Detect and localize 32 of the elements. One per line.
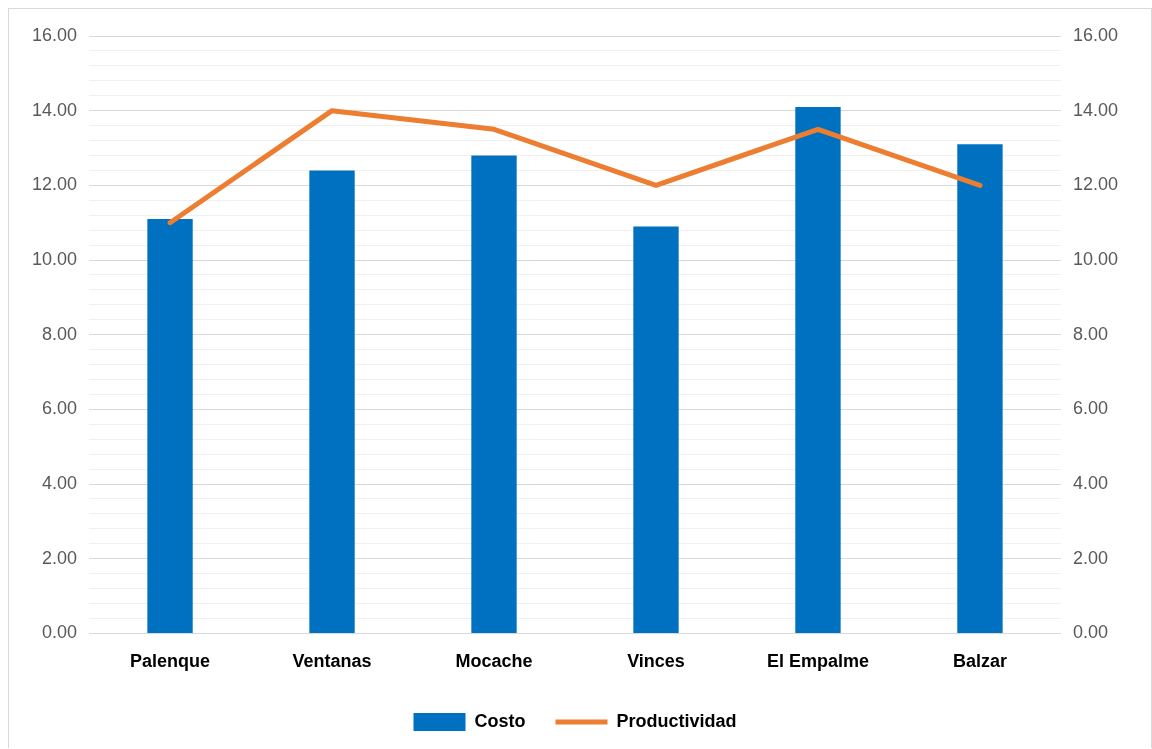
bar <box>633 226 679 633</box>
bar <box>471 155 517 633</box>
y2-tick-label: 6.00 <box>1072 398 1108 419</box>
y-tick-label: 6.00 <box>42 398 78 419</box>
bar <box>957 144 1003 633</box>
y2-tick-label: 4.00 <box>1072 473 1108 494</box>
x-tick-label: Vinces <box>627 651 685 672</box>
y-tick-label: 0.00 <box>42 622 78 643</box>
y2-tick-label: 0.00 <box>1072 622 1108 643</box>
y2-tick-label: 10.00 <box>1072 248 1118 269</box>
y2-tick-label: 2.00 <box>1072 547 1108 568</box>
legend-label: Productividad <box>616 710 737 731</box>
y-tick-label: 14.00 <box>32 99 78 120</box>
y-tick-label: 16.00 <box>32 24 78 45</box>
bar <box>309 170 355 633</box>
y-tick-label: 12.00 <box>32 174 78 195</box>
y-tick-label: 2.00 <box>42 547 78 568</box>
y2-tick-label: 16.00 <box>1072 24 1118 45</box>
x-tick-label: Ventanas <box>292 651 372 672</box>
x-tick-label: El Empalme <box>766 651 869 672</box>
x-tick-label: Palenque <box>130 651 211 672</box>
bar <box>147 218 193 633</box>
y-tick-label: 4.00 <box>42 473 78 494</box>
y2-tick-label: 8.00 <box>1072 323 1108 344</box>
y-tick-label: 8.00 <box>42 323 78 344</box>
x-tick-label: Mocache <box>455 651 533 672</box>
y2-tick-label: 14.00 <box>1072 99 1118 120</box>
y2-tick-label: 12.00 <box>1072 174 1118 195</box>
x-tick-label: Balzar <box>952 651 1007 672</box>
bar <box>795 106 841 633</box>
legend-label: Costo <box>474 710 526 731</box>
y-tick-label: 10.00 <box>32 248 78 269</box>
